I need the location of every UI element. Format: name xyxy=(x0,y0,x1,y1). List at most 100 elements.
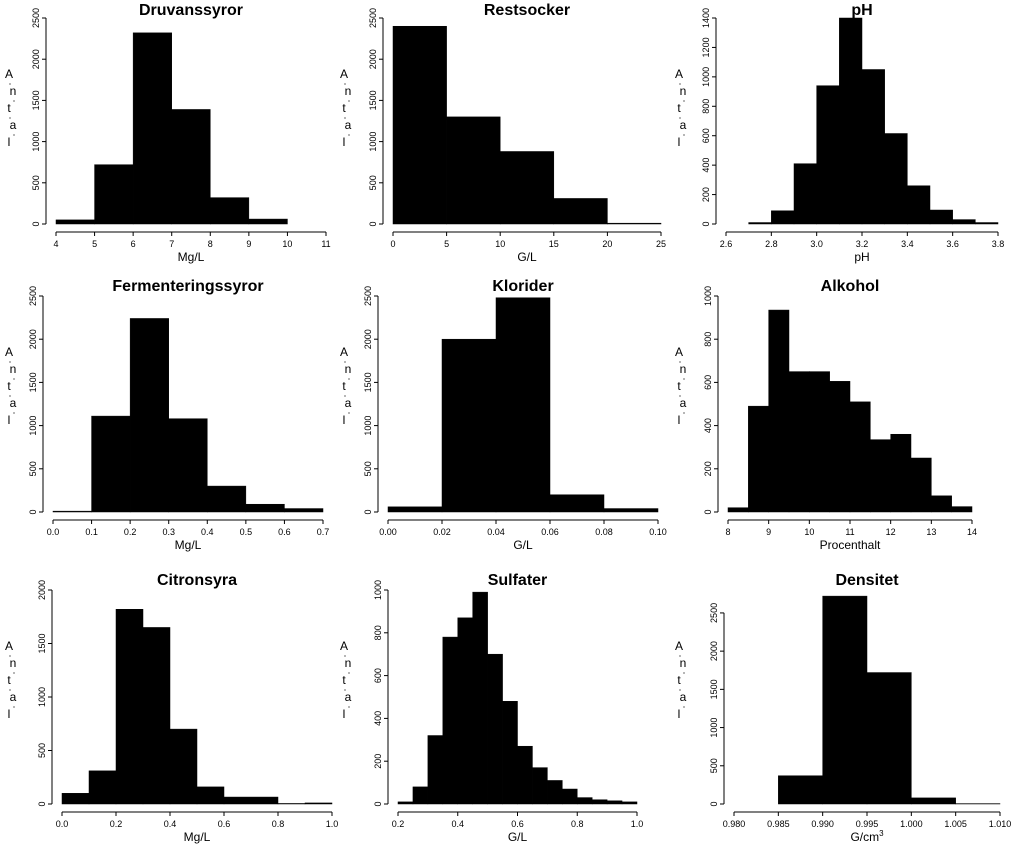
y-tick-label: 500 xyxy=(368,175,378,190)
histogram-bar xyxy=(284,509,323,512)
histogram-bar xyxy=(794,164,817,224)
x-tick-label: 11 xyxy=(321,239,330,249)
y-axis-label-dot xyxy=(13,706,14,707)
x-tick-label: 0.985 xyxy=(767,819,790,829)
histogram-bar xyxy=(224,797,278,804)
x-tick-label: 0.08 xyxy=(595,527,613,537)
x-tick-label: 1.0 xyxy=(631,819,644,829)
y-axis-label-letter: A xyxy=(340,345,348,359)
x-tick-label: 0.5 xyxy=(240,527,253,537)
y-tick-label: 500 xyxy=(363,461,373,476)
y-axis-label-dot xyxy=(683,134,684,135)
x-tick-label: 5 xyxy=(92,239,97,249)
histogram-bar xyxy=(169,419,208,512)
x-tick-label: 0.06 xyxy=(541,527,559,537)
histogram-bar xyxy=(817,86,840,224)
x-tick-label: 10 xyxy=(495,239,505,249)
y-axis-label-letter: n xyxy=(345,362,352,376)
x-tick-label: 1.010 xyxy=(989,819,1012,829)
histogram-bar xyxy=(850,402,870,512)
y-tick-label: 0 xyxy=(373,801,383,806)
y-tick-label: 1000 xyxy=(31,132,41,152)
chart-title: Klorider xyxy=(492,278,553,295)
histogram-bar xyxy=(748,406,768,512)
y-tick-label: 500 xyxy=(709,758,719,773)
y-axis-label-letter: l xyxy=(8,707,11,721)
y-tick-label: 1000 xyxy=(363,416,373,436)
y-axis-label-letter: t xyxy=(677,101,681,115)
y-axis-label-letter: a xyxy=(345,396,352,410)
histogram-bar xyxy=(172,109,211,224)
y-tick-label: 0 xyxy=(703,509,713,514)
histogram-bar xyxy=(867,673,911,804)
histogram-bar xyxy=(778,776,822,804)
histogram-bar xyxy=(473,592,488,804)
y-tick-label: 1500 xyxy=(31,90,41,110)
x-axis-label: G/L xyxy=(508,830,528,844)
x-tick-label: 0.2 xyxy=(124,527,137,537)
y-axis-label-dot xyxy=(683,100,684,101)
y-tick-label: 2500 xyxy=(28,286,38,306)
x-tick-label: 10 xyxy=(282,239,292,249)
x-tick-label: 0.00 xyxy=(379,527,397,537)
chart-title: Druvanssyror xyxy=(139,2,243,19)
chart-title: Alkohol xyxy=(821,278,880,295)
histogram-bar xyxy=(830,381,850,512)
y-tick-label: 800 xyxy=(373,625,383,640)
x-tick-label: 0.7 xyxy=(317,527,330,537)
y-tick-label: 2500 xyxy=(709,603,719,623)
histogram-bar xyxy=(62,793,89,804)
y-axis-label-letter: n xyxy=(345,656,352,670)
histogram-bar xyxy=(305,803,332,804)
y-tick-label: 2000 xyxy=(709,641,719,661)
histogram-bar xyxy=(975,223,998,224)
y-tick-label: 2000 xyxy=(368,49,378,69)
y-axis-label-letter: a xyxy=(10,396,17,410)
y-axis-label-letter: A xyxy=(675,345,683,359)
histogram-bar xyxy=(442,339,496,512)
y-tick-label: 2000 xyxy=(37,580,47,600)
histogram-bar xyxy=(278,803,305,804)
x-tick-label: 0.0 xyxy=(47,527,60,537)
chart-title: Densitet xyxy=(835,572,899,589)
y-tick-label: 1500 xyxy=(28,372,38,392)
y-tick-label: 400 xyxy=(701,158,711,173)
histogram-bar xyxy=(931,496,951,512)
histogram-bar xyxy=(911,458,931,512)
x-tick-label: 15 xyxy=(549,239,559,249)
x-tick-label: 9 xyxy=(246,239,251,249)
y-axis-label-letter: A xyxy=(5,639,13,653)
histogram-bar xyxy=(197,787,224,804)
y-axis-label-letter: a xyxy=(345,690,352,704)
histogram-bar xyxy=(503,701,518,804)
y-axis-label-letter: a xyxy=(345,118,352,132)
histogram-bar xyxy=(92,416,131,512)
histogram-bar xyxy=(823,596,867,804)
y-axis-label-letter: A xyxy=(675,639,683,653)
histogram-bar xyxy=(398,802,413,804)
y-axis-label-dot xyxy=(348,100,349,101)
histogram-bar xyxy=(607,801,622,804)
histogram-bar xyxy=(547,780,562,804)
histogram-bar xyxy=(870,440,890,512)
x-tick-label: 0.980 xyxy=(723,819,746,829)
y-tick-label: 800 xyxy=(703,332,713,347)
y-tick-label: 0 xyxy=(28,509,38,514)
x-tick-label: 10 xyxy=(804,527,814,537)
x-tick-label: 0 xyxy=(390,239,395,249)
y-axis-label-letter: t xyxy=(342,673,346,687)
histogram-bar xyxy=(246,504,285,512)
y-axis-label-dot xyxy=(13,412,14,413)
y-axis-label-dot xyxy=(683,672,684,673)
y-tick-label: 500 xyxy=(37,743,47,758)
y-tick-label: 1500 xyxy=(709,679,719,699)
histogram-bar xyxy=(592,800,607,804)
x-tick-label: 3.2 xyxy=(856,239,869,249)
histogram-bar xyxy=(862,70,885,225)
x-tick-label: 3.6 xyxy=(946,239,959,249)
histogram-bar xyxy=(143,627,170,804)
